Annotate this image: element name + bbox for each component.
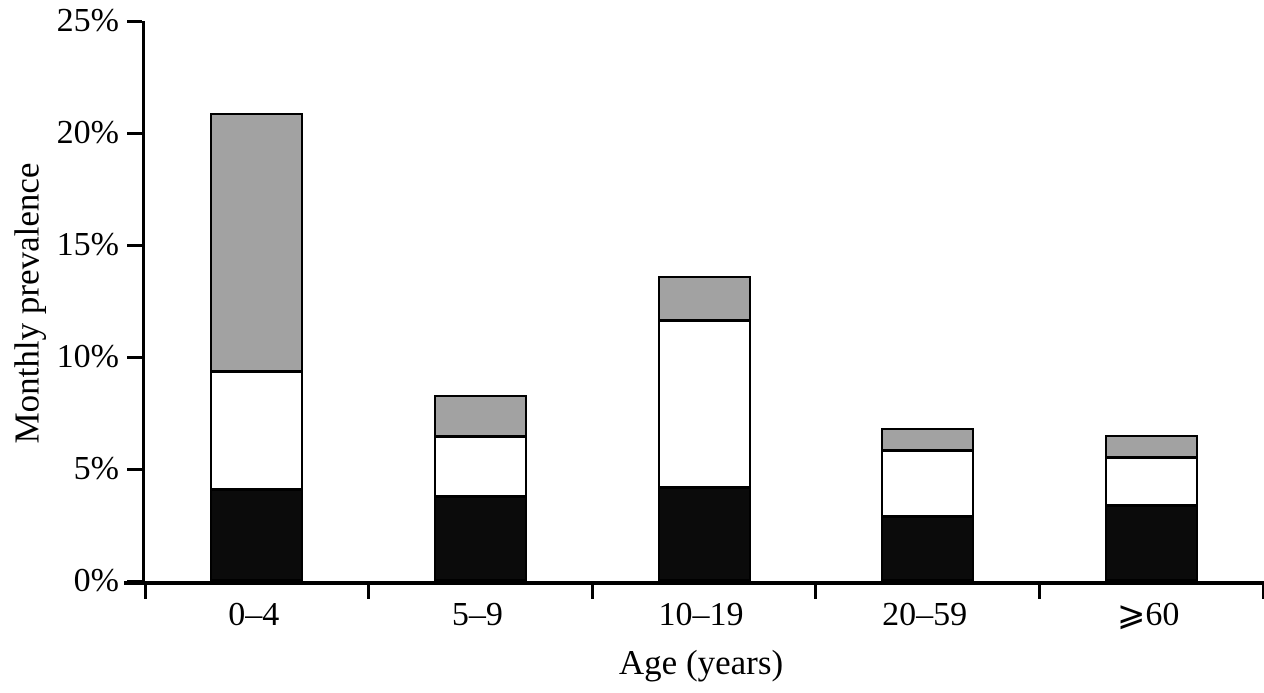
plot-area xyxy=(127,19,1264,599)
y-tick-label: 20% xyxy=(56,114,119,151)
x-category-label: 0–4 xyxy=(228,596,280,633)
x-axis-tick xyxy=(1037,584,1041,599)
y-tick-label: 15% xyxy=(56,226,119,263)
bar xyxy=(210,112,304,581)
y-axis-tick xyxy=(127,355,142,359)
y-tick-label: 0% xyxy=(73,562,119,599)
bar-segment-grey xyxy=(881,428,975,451)
bar-segment-grey xyxy=(1104,435,1198,458)
y-tick-label: 25% xyxy=(56,2,119,39)
y-axis-tick xyxy=(127,131,142,135)
y-tick-label: 10% xyxy=(56,338,119,375)
x-category-label: ⩾60 xyxy=(1116,596,1180,633)
bar xyxy=(433,394,527,581)
bar-segment-black xyxy=(657,486,751,581)
bar-segment-black xyxy=(881,516,975,581)
x-category-label: 10–19 xyxy=(658,596,744,633)
y-axis-title: Monthly prevalence xyxy=(7,162,47,444)
y-tick-label: 5% xyxy=(73,450,119,487)
x-category-label: 20–59 xyxy=(882,596,968,633)
x-axis-tick xyxy=(814,584,818,599)
bar-segment-black xyxy=(1104,504,1198,581)
bar-segment-white xyxy=(1104,456,1198,506)
y-axis-tick xyxy=(127,243,142,247)
bar-segment-grey xyxy=(210,112,304,373)
x-axis-title: Age (years) xyxy=(618,643,784,682)
bar-segment-white xyxy=(657,319,751,488)
bar xyxy=(1104,435,1198,581)
bar xyxy=(881,428,975,581)
x-axis-tick xyxy=(367,584,371,599)
bar-segment-black xyxy=(210,489,304,581)
x-category-label: 5–9 xyxy=(451,596,503,633)
bar-segment-white xyxy=(881,449,975,518)
x-axis-tick xyxy=(1261,584,1264,599)
bar-segment-black xyxy=(433,495,527,581)
y-axis-tick xyxy=(127,19,142,23)
bar xyxy=(657,276,751,581)
x-axis-tick xyxy=(143,584,147,599)
bar-segment-grey xyxy=(433,394,527,438)
bar-segment-white xyxy=(210,371,304,491)
y-axis-tick xyxy=(127,467,142,471)
x-axis-tick xyxy=(590,584,594,599)
bar-segment-white xyxy=(433,436,527,497)
x-axis-line xyxy=(124,581,1264,585)
bar-segment-grey xyxy=(657,276,751,321)
